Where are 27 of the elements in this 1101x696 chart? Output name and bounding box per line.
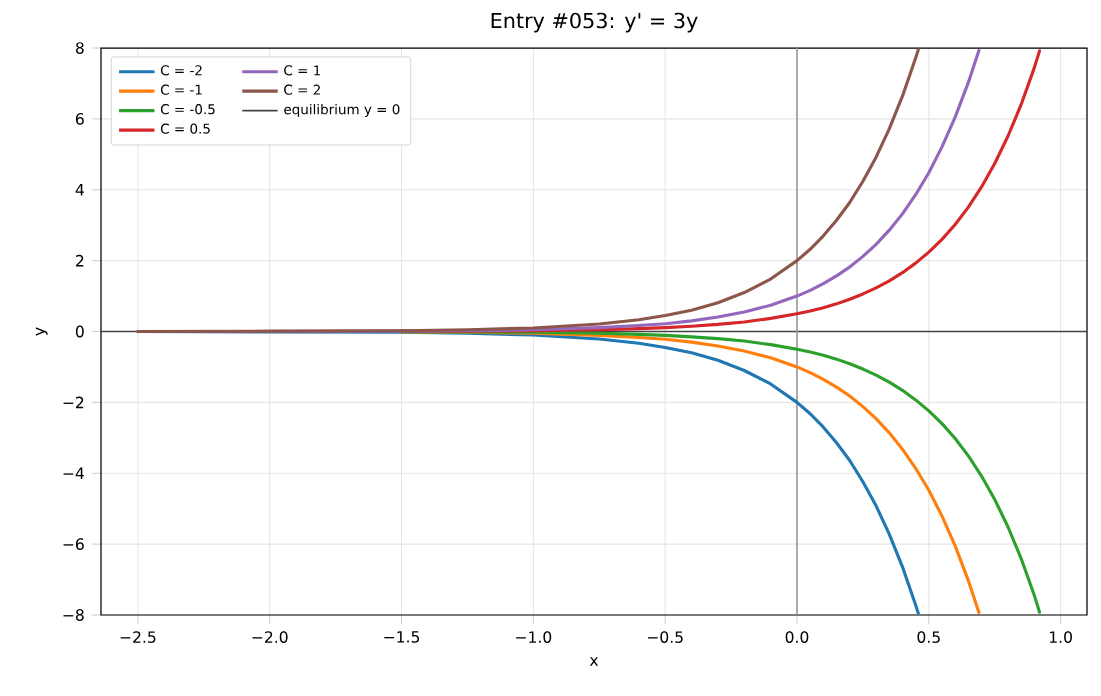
x-tick-label: −2.0 bbox=[252, 631, 288, 643]
y-tick-label: 4 bbox=[75, 184, 84, 196]
y-tick-label: 8 bbox=[75, 42, 84, 54]
chart-title: Entry #053: y' = 3y bbox=[491, 12, 698, 33]
y-tick-label: −8 bbox=[63, 609, 84, 621]
x-tick-label: 0.5 bbox=[917, 631, 940, 643]
x-tick-label: 1.0 bbox=[1049, 631, 1072, 643]
y-tick-label: 2 bbox=[76, 254, 84, 267]
y-tick-label: −6 bbox=[63, 538, 84, 551]
x-tick-label: −1.5 bbox=[384, 631, 420, 643]
legend-label: C = -1 bbox=[160, 84, 202, 95]
legend-label: equilibrium y = 0 bbox=[284, 103, 400, 117]
x-tick-label: −2.5 bbox=[120, 631, 156, 643]
legend-label: C = 2 bbox=[284, 84, 320, 95]
x-tick-label: −1.0 bbox=[516, 631, 552, 643]
legend-label: C = -2 bbox=[160, 65, 202, 76]
legend-label: C = -0.5 bbox=[160, 104, 215, 115]
x-axis-title: x bbox=[589, 657, 599, 666]
y-tick-label: −4 bbox=[63, 467, 84, 479]
y-tick-label: 6 bbox=[75, 113, 84, 125]
x-tick-label: 0.0 bbox=[785, 631, 809, 643]
y-tick-label: −2 bbox=[63, 396, 84, 409]
y-axis-title: y bbox=[35, 327, 48, 336]
legend-label: C = 1 bbox=[284, 65, 321, 76]
y-tick-label: 0 bbox=[75, 325, 84, 338]
legend-label: C = 0.5 bbox=[160, 123, 210, 134]
x-tick-label: −0.5 bbox=[647, 631, 683, 643]
